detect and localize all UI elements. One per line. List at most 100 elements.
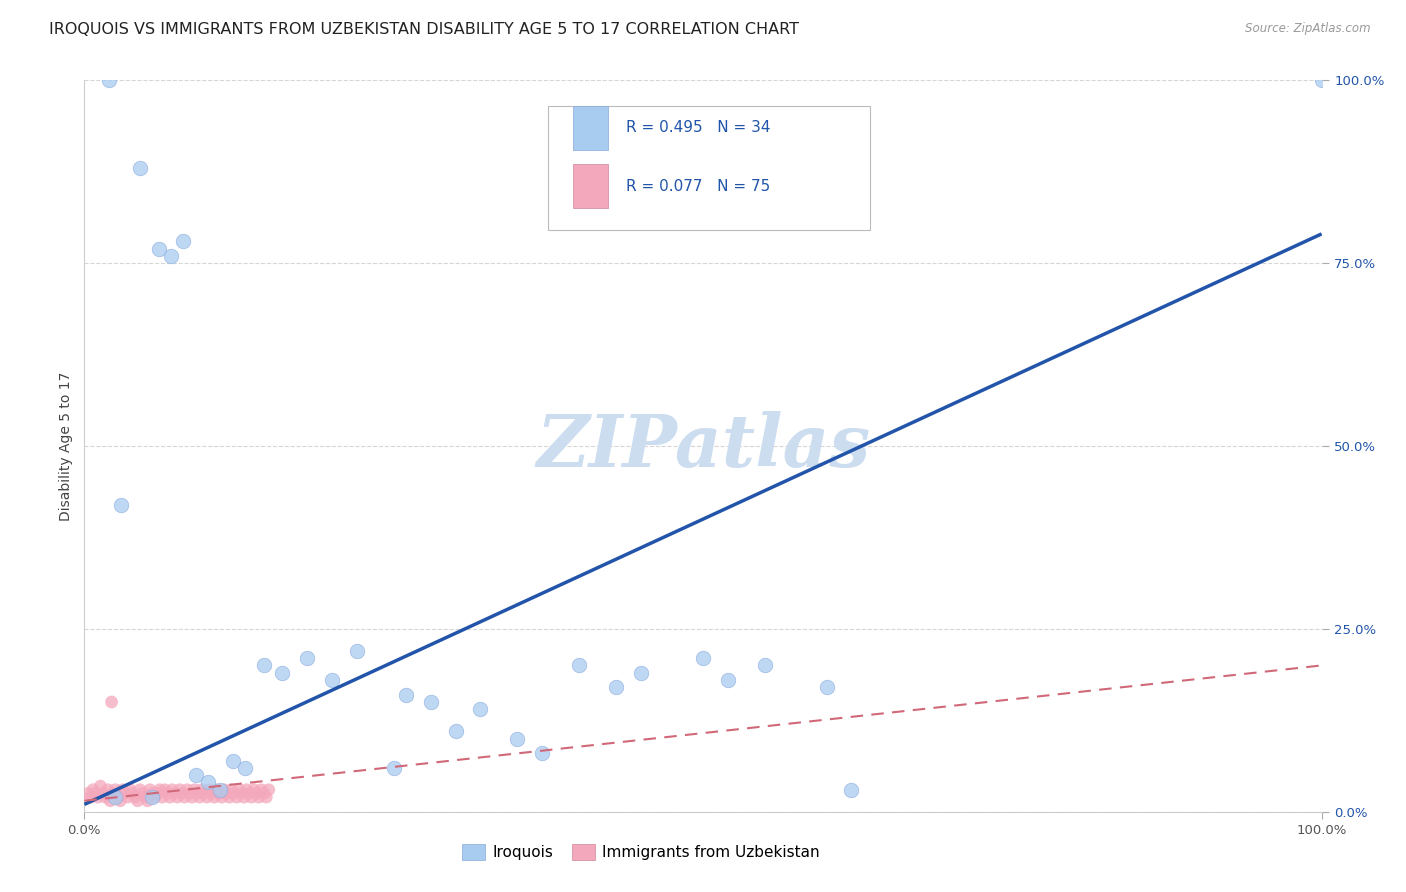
Point <box>148 242 170 256</box>
Point <box>209 782 232 797</box>
Point <box>129 782 152 797</box>
Point <box>382 761 405 775</box>
Point <box>159 790 181 805</box>
Point <box>218 790 240 805</box>
Point <box>531 746 554 760</box>
Point <box>127 794 149 808</box>
Point <box>346 644 368 658</box>
Point <box>212 782 235 797</box>
Point <box>271 665 294 680</box>
Point <box>141 790 163 805</box>
Text: R = 0.495   N = 34: R = 0.495 N = 34 <box>626 120 770 136</box>
FancyBboxPatch shape <box>574 164 607 209</box>
Point <box>87 790 110 805</box>
Point <box>605 681 627 695</box>
Y-axis label: Disability Age 5 to 17: Disability Age 5 to 17 <box>59 371 73 521</box>
Point <box>84 787 107 801</box>
Point <box>193 787 215 801</box>
Point <box>82 782 104 797</box>
Point <box>134 790 156 805</box>
Point <box>444 724 467 739</box>
Point <box>186 787 208 801</box>
Point <box>419 695 441 709</box>
Point <box>253 787 276 801</box>
Point <box>183 782 205 797</box>
Point <box>77 787 100 801</box>
Point <box>94 790 117 805</box>
Text: Source: ZipAtlas.com: Source: ZipAtlas.com <box>1246 22 1371 36</box>
Point <box>173 790 195 805</box>
Point <box>235 782 257 797</box>
Point <box>240 790 263 805</box>
Point <box>111 782 134 797</box>
Point <box>630 665 652 680</box>
Point <box>104 782 127 797</box>
Point <box>188 790 211 805</box>
Point <box>153 782 176 797</box>
Point <box>121 787 143 801</box>
Point <box>176 782 198 797</box>
Point <box>506 731 529 746</box>
Point <box>238 787 260 801</box>
Text: IROQUOIS VS IMMIGRANTS FROM UZBEKISTAN DISABILITY AGE 5 TO 17 CORRELATION CHART: IROQUOIS VS IMMIGRANTS FROM UZBEKISTAN D… <box>49 22 799 37</box>
Legend: Iroquois, Immigrants from Uzbekistan: Iroquois, Immigrants from Uzbekistan <box>456 838 827 866</box>
Point <box>195 790 218 805</box>
Point <box>717 673 740 687</box>
Point <box>89 779 111 793</box>
Point <box>254 790 277 805</box>
Point <box>198 782 221 797</box>
Point <box>150 790 173 805</box>
Point <box>222 787 245 801</box>
Point <box>97 782 120 797</box>
Point <box>110 498 132 512</box>
Point <box>139 782 162 797</box>
Point <box>166 790 188 805</box>
Point <box>202 790 225 805</box>
Point <box>243 782 266 797</box>
Point <box>104 790 127 805</box>
Text: ZIPatlas: ZIPatlas <box>536 410 870 482</box>
Point <box>470 702 492 716</box>
Point <box>222 754 245 768</box>
Point <box>136 794 159 808</box>
Point <box>181 790 204 805</box>
Point <box>754 658 776 673</box>
Point <box>169 782 191 797</box>
Point <box>215 787 238 801</box>
FancyBboxPatch shape <box>548 106 870 230</box>
Point <box>101 787 124 801</box>
Point <box>208 787 231 801</box>
Point <box>247 790 270 805</box>
Point <box>191 782 214 797</box>
Point <box>201 787 224 801</box>
Point <box>146 787 169 801</box>
Point <box>110 794 132 808</box>
Point <box>160 782 183 797</box>
Point <box>163 787 186 801</box>
Point <box>228 782 250 797</box>
Point <box>815 681 838 695</box>
Point <box>692 651 714 665</box>
Point <box>79 790 101 805</box>
Point <box>295 651 318 665</box>
Point <box>131 787 153 801</box>
Point <box>221 782 243 797</box>
Point <box>98 73 121 87</box>
Point <box>98 794 121 808</box>
Point <box>231 787 253 801</box>
Point <box>257 782 280 797</box>
Point <box>233 790 256 805</box>
Point <box>205 782 228 797</box>
Point <box>253 658 276 673</box>
Point <box>100 695 122 709</box>
Text: R = 0.077   N = 75: R = 0.077 N = 75 <box>626 178 770 194</box>
Point <box>117 790 139 805</box>
Point <box>321 673 343 687</box>
Point <box>568 658 591 673</box>
Point <box>156 787 179 801</box>
FancyBboxPatch shape <box>574 106 607 150</box>
Point <box>160 249 183 263</box>
Point <box>245 787 267 801</box>
Point <box>197 775 219 789</box>
Point <box>225 790 247 805</box>
